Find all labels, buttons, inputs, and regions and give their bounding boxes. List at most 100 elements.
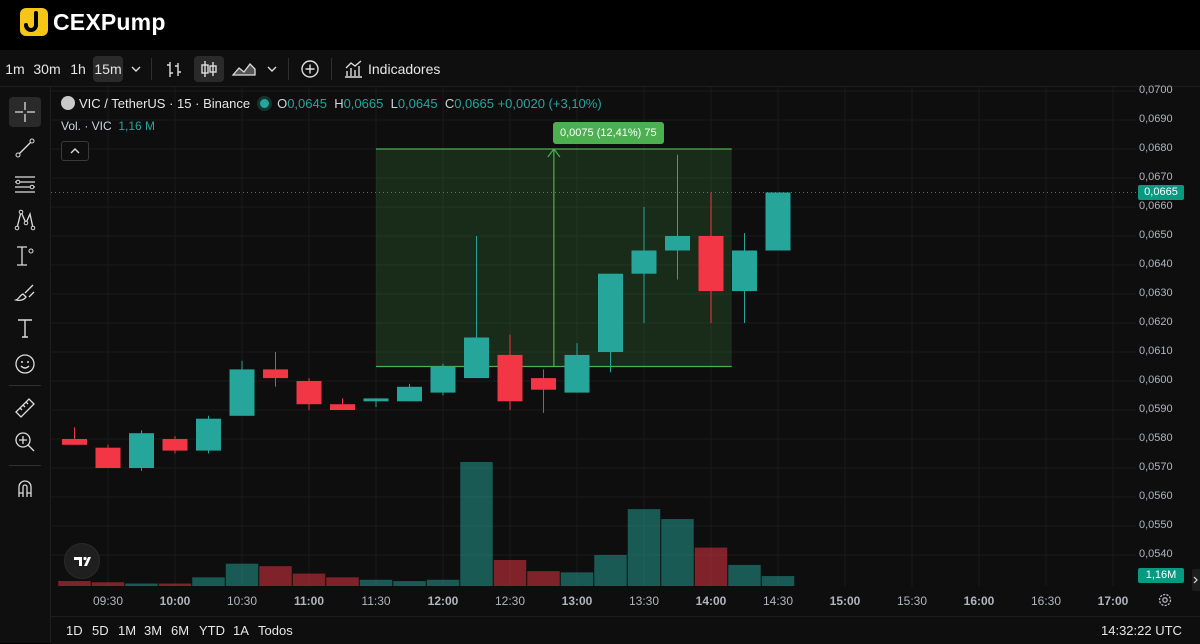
fibonacci-tool-icon[interactable] — [9, 169, 41, 199]
candle-body — [397, 386, 422, 402]
interval-30m-button[interactable]: 30m — [33, 61, 61, 77]
volume-bar — [225, 563, 259, 586]
indicators-button[interactable]: Indicadores — [368, 61, 441, 77]
legend-volume: Vol. · VIC 1,16 M — [61, 119, 155, 133]
pattern-tool-icon[interactable] — [9, 205, 41, 235]
interval-1m-button[interactable]: 1m — [5, 61, 25, 77]
range-1a-button[interactable]: 1A — [233, 623, 249, 638]
volume-bar — [393, 581, 426, 586]
market-status-icon[interactable] — [260, 99, 270, 108]
candle-body — [497, 354, 523, 402]
interval-1h-button[interactable]: 1h — [70, 61, 86, 77]
time-tick-label: 15:00 — [829, 594, 861, 608]
time-tick-label: 11:30 — [361, 594, 391, 608]
area-chart-type-icon[interactable] — [229, 56, 259, 82]
price-tick-label: 0,0620 — [1139, 316, 1173, 328]
range-ytd-button[interactable]: YTD — [199, 623, 225, 638]
zoom-in-icon[interactable] — [9, 427, 41, 457]
crosshair-cursor-icon[interactable] — [9, 97, 41, 127]
volume-bar — [594, 555, 627, 586]
candle-body — [665, 236, 690, 251]
legend-interval: 15 — [177, 96, 192, 111]
chart-pane[interactable]: VIC / TetherUS · 15 · Binance O0,0645 H0,… — [51, 84, 1200, 644]
brush-tool-icon[interactable] — [9, 277, 41, 307]
logo-icon[interactable] — [20, 8, 48, 36]
ruler-measure-icon[interactable] — [9, 393, 41, 423]
price-tick-label: 0,0560 — [1139, 490, 1173, 502]
measure-result-label: 0,0075 (12,41%) 75 — [553, 122, 664, 144]
candle-body — [129, 433, 154, 468]
utc-clock[interactable]: 14:32:22 UTC — [1101, 623, 1182, 638]
interval-dropdown-chevron-icon[interactable] — [127, 56, 145, 82]
high-label: H — [334, 96, 344, 111]
time-tick-label: 17:00 — [1097, 594, 1129, 608]
range-3m-button[interactable]: 3M — [144, 623, 163, 638]
measure-arrow-head — [547, 148, 561, 158]
price-tick-label: 0,0690 — [1139, 113, 1173, 125]
time-tick-label: 11:00 — [293, 594, 325, 608]
candle-body — [531, 378, 556, 390]
price-chart[interactable] — [51, 87, 1200, 616]
range-5d-button[interactable]: 5D — [92, 623, 109, 638]
time-tick-label: 16:30 — [1030, 594, 1062, 608]
volume-bar — [91, 582, 125, 586]
volume-bar — [493, 559, 527, 586]
time-tick-label: 12:30 — [494, 594, 526, 608]
volume-tag: 1,16M — [1138, 568, 1184, 583]
time-tick-label: 13:00 — [561, 594, 593, 608]
price-tick-label: 0,0610 — [1139, 345, 1173, 357]
indicators-icon[interactable] — [341, 56, 365, 82]
candle-body — [765, 192, 791, 251]
chevron-up-icon — [70, 148, 80, 154]
chart-type-dropdown-chevron-icon[interactable] — [263, 56, 281, 82]
gear-icon[interactable] — [1157, 592, 1173, 608]
low-label: L — [390, 96, 398, 111]
interval-15m-button[interactable]: 15m — [93, 56, 123, 82]
volume-bar — [58, 581, 91, 586]
emoji-tool-icon[interactable] — [9, 349, 41, 379]
volume-bar — [326, 577, 359, 586]
collapse-legend-button[interactable] — [61, 141, 89, 161]
candles-chart-type-icon[interactable] — [194, 56, 224, 82]
volume-bar — [192, 577, 225, 586]
range-6m-button[interactable]: 6M — [171, 623, 190, 638]
projection-tool-icon[interactable] — [9, 241, 41, 271]
app-name[interactable]: CEXPump — [53, 9, 166, 35]
volume-bar — [292, 573, 326, 586]
candle-body — [732, 250, 757, 292]
price-tick-label: 0,0550 — [1139, 519, 1173, 531]
candle-body — [229, 369, 255, 416]
candle-body — [564, 354, 590, 393]
time-tick-label: 09:30 — [92, 594, 124, 608]
magnet-icon[interactable] — [9, 473, 41, 503]
open-value: 0,0645 — [287, 96, 327, 111]
price-tick-label: 0,0630 — [1139, 287, 1173, 299]
price-tick-label: 0,0590 — [1139, 403, 1173, 415]
candle-body — [196, 418, 221, 451]
legend-exchange: Binance — [203, 96, 251, 111]
legend-symbol[interactable]: VIC — [79, 96, 101, 111]
compare-add-symbol-icon[interactable] — [297, 56, 323, 82]
change-value: +0,0020 (+3,10%) — [497, 96, 602, 111]
scroll-right-handle[interactable] — [1192, 569, 1200, 591]
range-1d-button[interactable]: 1D — [66, 623, 83, 638]
chart-toolbar: 1m 30m 1h 15m Indicadores — [0, 50, 1200, 87]
volume-bar — [627, 509, 661, 586]
volume-bar — [694, 547, 728, 586]
tradingview-logo-icon[interactable] — [64, 543, 100, 579]
trend-line-tool-icon[interactable] — [9, 133, 41, 163]
text-tool-icon[interactable] — [9, 313, 41, 343]
price-tick-label: 0,0540 — [1139, 548, 1173, 560]
price-tick-label: 0,0680 — [1139, 142, 1173, 154]
range-all-button[interactable]: Todos — [258, 623, 293, 638]
range-1m-button[interactable]: 1M — [118, 623, 137, 638]
volume-bar — [728, 564, 761, 586]
volume-bar — [426, 579, 460, 586]
low-value: 0,0645 — [397, 96, 438, 111]
bar-chart-type-icon[interactable] — [160, 56, 188, 82]
time-tick-label: 15:30 — [896, 594, 928, 608]
price-tick-label: 0,0640 — [1139, 258, 1173, 270]
volume-bar — [125, 583, 158, 586]
volume-label[interactable]: Vol. · VIC — [61, 119, 112, 133]
candle-body — [598, 273, 623, 352]
